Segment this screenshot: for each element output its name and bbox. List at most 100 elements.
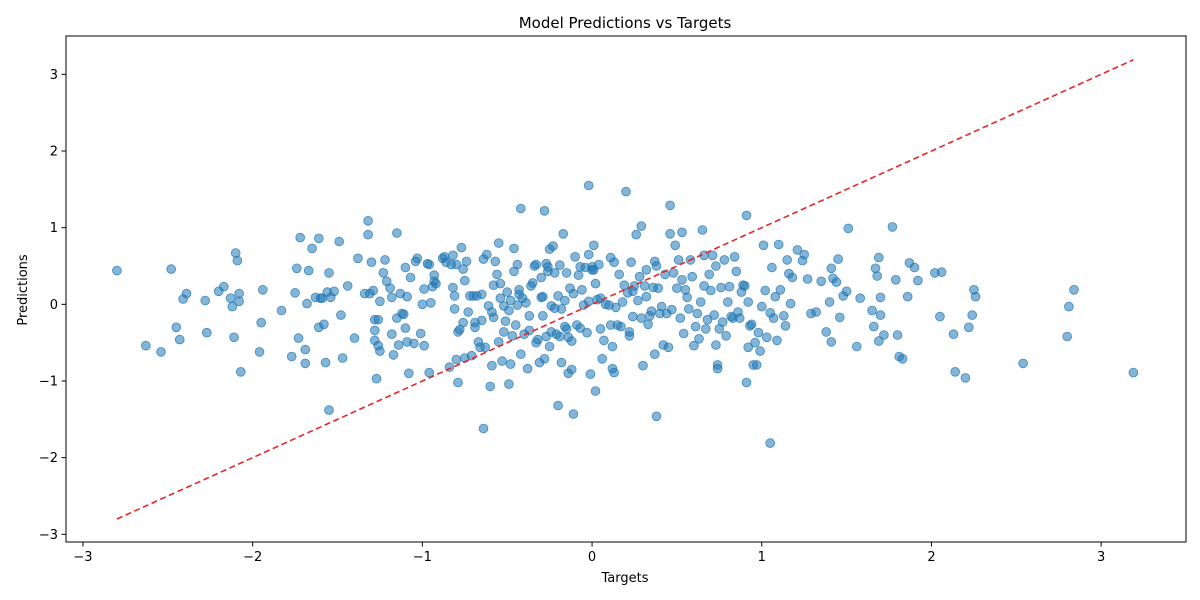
data-point — [879, 330, 889, 340]
data-point — [665, 200, 675, 211]
data-point — [651, 411, 662, 422]
data-point — [448, 282, 458, 293]
data-point — [375, 296, 385, 307]
data-point — [570, 251, 580, 262]
data-point — [141, 340, 151, 351]
data-point — [816, 276, 826, 287]
data-point — [485, 381, 496, 392]
data-point — [695, 297, 706, 307]
data-point — [575, 323, 585, 333]
data-point — [607, 341, 618, 352]
data-point — [641, 264, 652, 275]
data-point — [476, 315, 487, 326]
data-point — [554, 260, 565, 271]
data-point — [200, 295, 211, 306]
data-point — [375, 346, 385, 356]
data-point — [463, 307, 474, 317]
data-point — [556, 357, 567, 368]
data-point — [709, 310, 719, 320]
data-point — [388, 350, 399, 360]
data-point — [510, 320, 521, 330]
data-point — [561, 324, 572, 334]
data-point — [453, 377, 463, 388]
data-point — [507, 330, 518, 341]
data-point — [181, 288, 192, 299]
data-point — [641, 291, 652, 302]
data-point — [902, 291, 913, 302]
data-point — [967, 310, 977, 320]
data-point — [617, 297, 628, 307]
data-point — [234, 296, 244, 307]
data-point — [739, 281, 750, 291]
data-point — [448, 250, 458, 261]
data-point — [599, 335, 609, 346]
chart-title: Model Predictions vs Targets — [519, 14, 732, 32]
data-point — [753, 327, 764, 338]
data-point — [300, 344, 311, 355]
data-point — [363, 229, 373, 240]
data-point — [539, 206, 550, 216]
data-point — [792, 245, 803, 255]
y-axis-label: Predictions — [16, 254, 31, 326]
data-point — [461, 256, 472, 267]
data-point — [670, 240, 680, 251]
data-point — [677, 227, 687, 238]
data-point — [514, 284, 524, 295]
data-point — [481, 249, 492, 260]
data-point — [729, 251, 740, 262]
data-point — [512, 259, 523, 270]
data-point — [537, 291, 548, 302]
data-point — [487, 360, 497, 371]
data-point — [583, 180, 594, 191]
y-tick-label: −2 — [39, 451, 58, 466]
data-point — [495, 278, 506, 289]
data-point — [256, 317, 267, 328]
data-point — [787, 272, 798, 283]
data-point — [646, 306, 657, 317]
data-point — [873, 336, 884, 346]
data-point — [302, 298, 312, 309]
data-point — [202, 327, 212, 338]
data-point — [627, 311, 638, 322]
data-point — [583, 249, 594, 260]
y-tick-label: −3 — [39, 528, 58, 543]
data-point — [459, 275, 470, 286]
data-point — [476, 289, 487, 300]
data-point — [643, 319, 653, 330]
data-point — [480, 342, 491, 353]
data-point — [765, 438, 775, 448]
data-point — [770, 291, 781, 302]
data-point — [760, 285, 770, 296]
data-point — [773, 239, 784, 250]
data-point — [409, 338, 419, 349]
data-point — [386, 329, 397, 340]
data-point — [531, 259, 541, 270]
data-point — [756, 301, 767, 312]
data-point — [291, 263, 302, 274]
data-point — [831, 277, 842, 287]
data-point — [225, 293, 236, 304]
data-point — [913, 275, 923, 286]
data-point — [590, 386, 601, 396]
data-point — [734, 313, 745, 323]
data-point — [711, 261, 721, 271]
data-point — [451, 354, 462, 365]
data-point — [841, 286, 852, 297]
data-point — [1064, 301, 1074, 312]
data-point — [950, 366, 960, 377]
data-point — [324, 268, 334, 278]
data-point — [229, 332, 239, 343]
reference-line-layer — [116, 59, 1134, 520]
data-point — [582, 327, 592, 338]
data-point — [870, 263, 881, 274]
data-point — [634, 271, 645, 282]
data-point — [368, 285, 379, 296]
data-point — [353, 253, 363, 264]
data-point — [490, 256, 501, 267]
data-point — [649, 349, 660, 360]
x-tick-label: −2 — [243, 550, 262, 565]
data-point — [1069, 284, 1079, 295]
data-point — [156, 347, 166, 357]
data-point — [636, 313, 647, 323]
data-point — [682, 292, 692, 303]
